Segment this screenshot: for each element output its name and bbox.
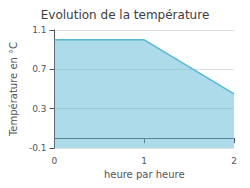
svg-text:heure par heure: heure par heure [104, 169, 185, 180]
svg-text:Température en °C: Température en °C [8, 42, 19, 137]
svg-text:Evolution de la température: Evolution de la température [41, 8, 210, 22]
svg-text:-0.1: -0.1 [29, 143, 47, 153]
svg-text:0: 0 [52, 156, 58, 166]
svg-text:0.3: 0.3 [32, 104, 46, 114]
svg-text:1: 1 [141, 156, 147, 166]
svg-text:1.1: 1.1 [32, 25, 46, 35]
svg-text:0.7: 0.7 [32, 64, 46, 74]
svg-text:2: 2 [231, 156, 237, 166]
